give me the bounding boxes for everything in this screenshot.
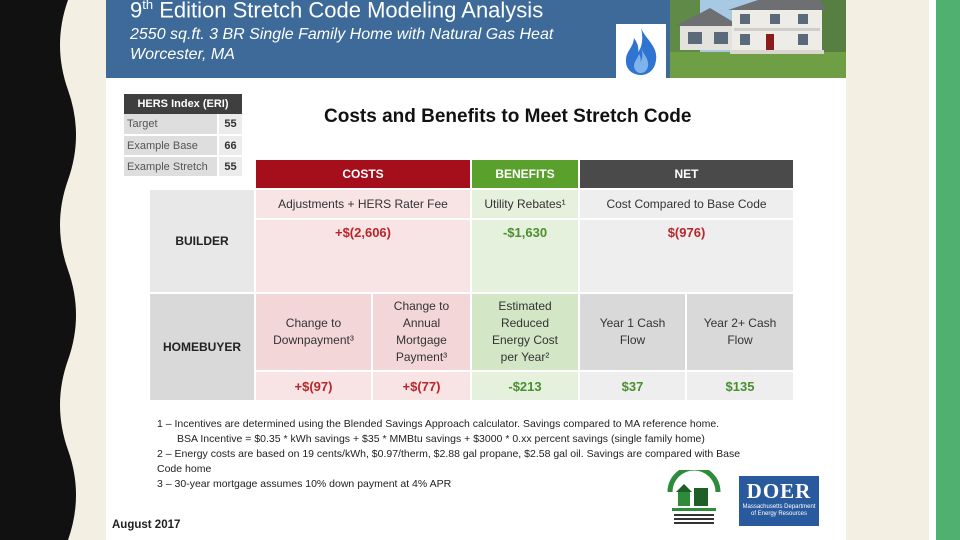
doer-logo-text: DOER	[746, 479, 812, 503]
gas-flame-icon	[616, 24, 666, 78]
hers-row-label: Target	[124, 114, 218, 136]
benefits-header: BENEFITS	[472, 160, 578, 188]
builder-net-label: Cost Compared to Base Code	[580, 190, 793, 218]
costs-header: COSTS	[256, 160, 470, 188]
builder-row-label: BUILDER	[150, 190, 254, 292]
builder-benefits-cell: -$1,630	[472, 220, 578, 292]
page-title: 9th Edition Stretch Code Modeling Analys…	[130, 0, 544, 23]
footnote: Code home	[157, 463, 212, 475]
homebuyer-mortgage-label: Change to Annual Mortgage Payment³	[373, 294, 470, 370]
sidebar-stripe	[929, 0, 936, 540]
homebuyer-energy-label: Estimated Reduced Energy Cost per Year²	[472, 294, 578, 370]
hers-row-label: Example Stretch	[124, 156, 218, 178]
footnote: 2 – Energy costs are based on 19 cents/k…	[157, 448, 741, 460]
builder-benefits-label: Utility Rebates¹	[472, 190, 578, 218]
date-label: August 2017	[112, 519, 181, 531]
subtitle-location: Worcester, MA	[130, 46, 235, 63]
table-row: Example Base 66	[124, 135, 242, 157]
homebuyer-row-label: HOMEBUYER	[150, 294, 254, 400]
hers-row-value: 66	[217, 135, 242, 157]
section-title: Costs and Benefits to Meet Stretch Code	[324, 106, 692, 127]
sidebar-green-bar	[936, 0, 960, 540]
builder-net-cell: $(976)	[580, 220, 793, 292]
footnote: BSA Incentive = $0.35 * kWh savings + $3…	[177, 433, 705, 445]
net-header: NET	[580, 160, 793, 188]
footnote: 3 – 30-year mortgage assumes 10% down pa…	[157, 478, 452, 490]
doer-logo: DOER Massachusetts Department of Energy …	[739, 476, 819, 526]
builder-net-value: $(976)	[667, 224, 706, 240]
doer-logo-subtitle: Massachusetts Department of Energy Resou…	[742, 504, 816, 517]
builder-costs-label: Adjustments + HERS Rater Fee	[256, 190, 470, 218]
hers-row-value: 55	[217, 114, 242, 136]
footnote: 1 – Incentives are determined using the …	[157, 418, 720, 430]
table-row: Target 55	[124, 114, 242, 136]
slide: 9th Edition Stretch Code Modeling Analys…	[106, 0, 846, 540]
builder-benefits-value: -$1,630	[502, 224, 548, 240]
green-communities-logo	[667, 470, 721, 524]
homebuyer-mortgage-value: +$(77)	[373, 372, 470, 400]
builder-costs-value: +$(2,606)	[334, 224, 391, 240]
subtitle-home: 2550 sq.ft. 3 BR Single Family Home with…	[130, 26, 554, 43]
homebuyer-energy-value: -$213	[472, 372, 578, 400]
builder-costs-cell: +$(2,606)	[256, 220, 470, 292]
homebuyer-downpayment-value: +$(97)	[256, 372, 371, 400]
homebuyer-year2-label: Year 2+ Cash Flow	[687, 294, 793, 370]
homebuyer-year1-value: $37	[580, 372, 685, 400]
table-row: Example Stretch 55	[124, 156, 242, 178]
decorative-wave-border	[0, 0, 76, 540]
homebuyer-year2-value: $135	[687, 372, 793, 400]
footnotes: 1 – Incentives are determined using the …	[157, 417, 797, 492]
house-photo	[670, 0, 846, 78]
homebuyer-downpayment-label: Change to Downpayment³	[256, 294, 371, 370]
hers-row-value: 55	[217, 156, 242, 178]
hers-table-header: HERS Index (ERI)	[124, 94, 242, 114]
hers-row-label: Example Base	[124, 135, 218, 157]
hers-index-table: HERS Index (ERI) Target 55 Example Base …	[124, 94, 242, 178]
slide-header: 9th Edition Stretch Code Modeling Analys…	[106, 0, 846, 78]
homebuyer-year1-label: Year 1 Cash Flow	[580, 294, 685, 370]
